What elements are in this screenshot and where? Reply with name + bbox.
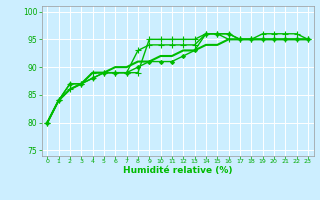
X-axis label: Humidité relative (%): Humidité relative (%) (123, 166, 232, 175)
